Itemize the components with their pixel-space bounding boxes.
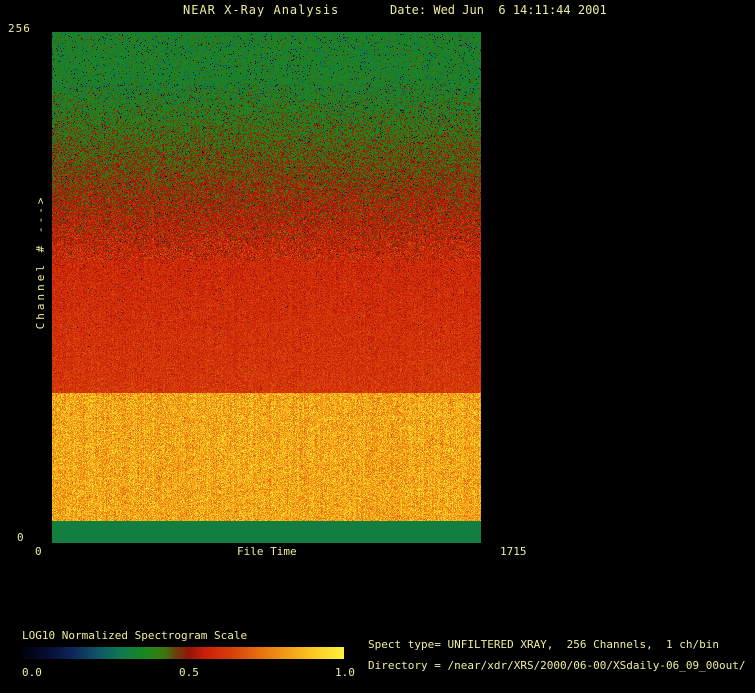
colorbar-tick-1: 1.0 (335, 666, 355, 679)
y-axis-title: Channel # ---> (34, 194, 47, 330)
y-axis-min-label: 0 (17, 531, 25, 544)
x-axis-title: File Time (237, 545, 297, 558)
header-date: Date: Wed Jun 6 14:11:44 2001 (390, 3, 607, 17)
page-title: NEAR X-Ray Analysis (183, 3, 340, 17)
x-axis-max-label: 1715 (500, 545, 527, 558)
y-axis-max-label: 256 (8, 22, 31, 35)
colorbar-tick-05: 0.5 (179, 666, 199, 679)
spectrogram-plot (52, 32, 481, 543)
colorbar-gradient (22, 647, 344, 659)
x-axis-min-label: 0 (35, 545, 43, 558)
spect-type-line: Spect type= UNFILTERED XRAY, 256 Channel… (368, 638, 719, 651)
colorbar-tick-0: 0.0 (22, 666, 42, 679)
directory-line: Directory = /near/xdr/XRS/2000/06-00/XSd… (368, 659, 746, 672)
colorbar-label: LOG10 Normalized Spectrogram Scale (22, 629, 248, 642)
